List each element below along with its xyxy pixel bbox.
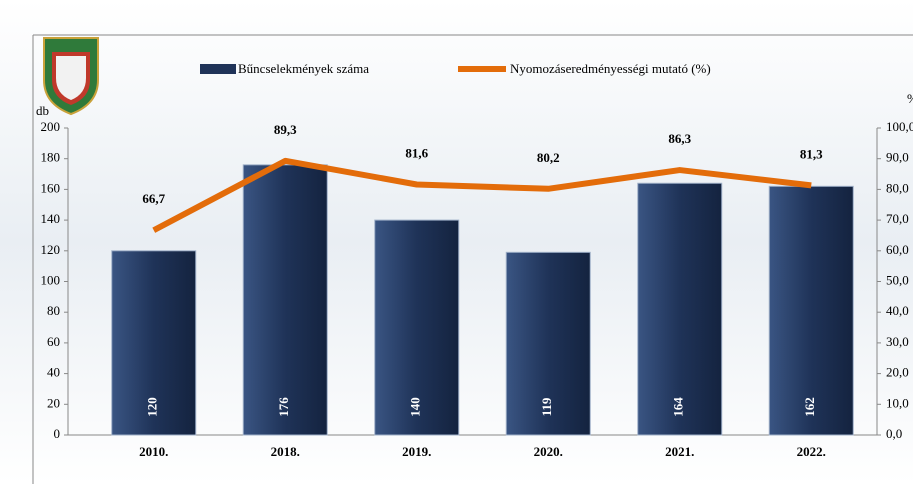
y-tick-label: 160	[41, 180, 61, 195]
y2-tick-label: 70,0	[886, 211, 909, 226]
y-tick-label: 100	[41, 272, 61, 287]
bar	[374, 219, 460, 436]
y-tick-label: 140	[41, 211, 61, 226]
y2-tick-label: 90,0	[886, 150, 909, 165]
y-tick-label: 200	[41, 119, 61, 134]
y2-tick-label: 20,0	[886, 365, 909, 380]
bar	[505, 251, 591, 436]
y-tick-label: 20	[47, 395, 60, 410]
bar	[111, 250, 197, 436]
x-tick-label: 2022.	[797, 444, 826, 459]
line-value-label: 80,2	[537, 150, 560, 165]
bar-value-label: 164	[671, 397, 686, 417]
legend-swatch	[200, 64, 236, 74]
y-tick-label: 40	[47, 365, 60, 380]
y2-tick-label: 30,0	[886, 334, 909, 349]
y2-tick-label: 0,0	[886, 426, 902, 441]
y-tick-label: 80	[47, 303, 60, 318]
line-value-label: 86,3	[668, 131, 691, 146]
y2-axis-title: %	[907, 91, 913, 106]
y-tick-label: 60	[47, 334, 60, 349]
bar-value-label: 140	[408, 397, 423, 417]
line-value-label: 66,7	[142, 191, 165, 206]
bar	[768, 185, 854, 436]
bar-value-label: 119	[539, 397, 554, 416]
logo	[43, 37, 99, 116]
bar	[242, 164, 328, 436]
y2-tick-label: 50,0	[886, 272, 909, 287]
line	[152, 157, 812, 233]
y2-tick-label: 10,0	[886, 395, 909, 410]
x-tick-label: 2020.	[534, 444, 563, 459]
y2-tick-label: 80,0	[886, 180, 909, 195]
y-tick-label: 120	[41, 242, 61, 257]
bar-value-label: 176	[276, 397, 291, 417]
x-tick-label: 2018.	[271, 444, 300, 459]
bar	[637, 182, 723, 436]
line-value-label: 89,3	[274, 122, 297, 137]
y-tick-label: 0	[54, 426, 61, 441]
y-axis-title: db	[36, 103, 49, 118]
x-tick-label: 2010.	[139, 444, 168, 459]
bar-value-label: 120	[145, 397, 160, 417]
bar-value-label: 162	[802, 397, 817, 417]
legend-label: Nyomozáseredményességi mutató (%)	[510, 61, 711, 76]
legend-label: Bűncselekmények száma	[238, 61, 369, 76]
y2-tick-label: 100,0	[886, 119, 913, 134]
line-value-label: 81,6	[405, 145, 428, 160]
line-value-label: 81,3	[800, 146, 823, 161]
y-tick-label: 180	[41, 150, 61, 165]
x-tick-label: 2019.	[402, 444, 431, 459]
x-tick-label: 2021.	[665, 444, 694, 459]
y2-tick-label: 40,0	[886, 303, 909, 318]
y2-tick-label: 60,0	[886, 242, 909, 257]
